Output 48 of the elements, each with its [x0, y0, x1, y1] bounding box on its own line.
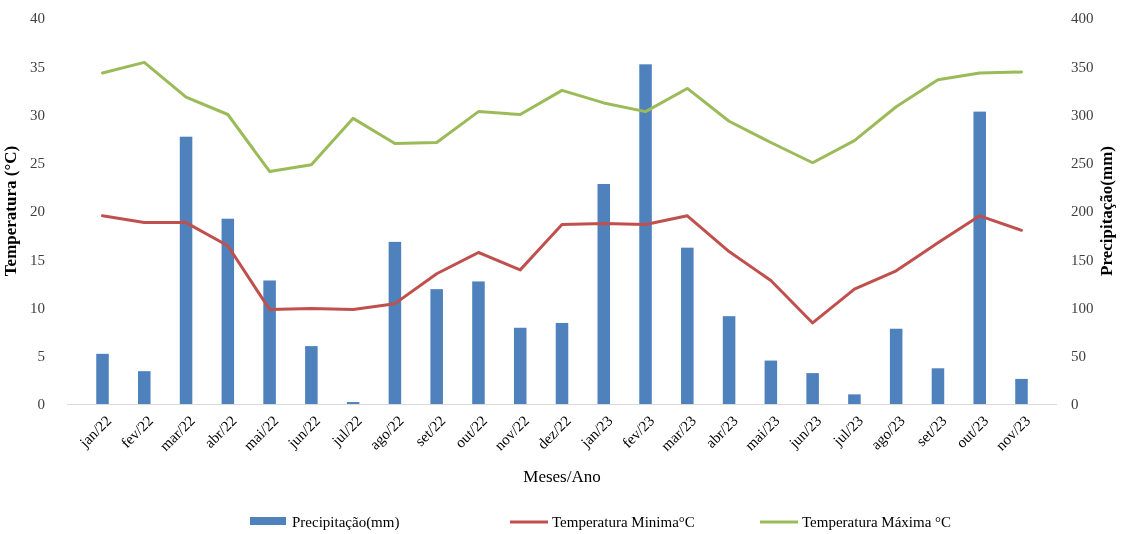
legend-label: Precipitação(mm) [292, 514, 400, 532]
y2-tick-label: 250 [1071, 155, 1094, 171]
y-tick-label: 5 [37, 348, 45, 364]
bar [973, 111, 986, 404]
line-series [101, 60, 1023, 173]
y-axis-title: Temperatura (°C) [1, 145, 20, 277]
bar [681, 247, 694, 404]
y-tick-label: 15 [30, 251, 45, 268]
y-tick-label: 20 [30, 203, 45, 220]
bar [305, 346, 318, 404]
bar [931, 368, 945, 404]
y2-axis-title: Precipitação(mm) [1097, 146, 1116, 276]
y2-tick-label: 400 [1071, 10, 1094, 27]
bar [263, 280, 276, 404]
bar [889, 328, 903, 404]
legend-label: Temperatura Minima°C [552, 514, 695, 531]
y2-tick-label: 50 [1071, 348, 1086, 364]
bar [639, 64, 652, 404]
y-tick-label: 10 [30, 299, 45, 316]
y2-tick-label: 150 [1071, 251, 1094, 268]
legend-label: Temperatura Máxima °C [802, 514, 952, 531]
y-tick-label: 0 [37, 396, 45, 413]
y2-tick-label: 300 [1071, 106, 1094, 123]
bar [388, 241, 402, 404]
bar [848, 394, 861, 404]
bar [472, 281, 485, 404]
bar [597, 183, 611, 404]
x-axis-title: Meses/Ano [523, 467, 601, 486]
y2-tick-label: 0 [1071, 396, 1079, 413]
bar [722, 316, 736, 404]
line-series [101, 214, 1023, 325]
y-tick-label: 25 [30, 155, 45, 171]
y-tick-label: 30 [30, 106, 45, 123]
bar [1015, 378, 1028, 404]
bar [138, 371, 151, 404]
y-tick-label: 35 [30, 58, 45, 75]
bar [179, 136, 193, 404]
bar [96, 353, 109, 404]
bar [555, 322, 569, 404]
y2-tick-label: 350 [1071, 58, 1094, 75]
bar [806, 373, 819, 404]
bar [764, 360, 778, 404]
bar [513, 327, 527, 404]
bar [221, 218, 235, 404]
y2-tick-label: 100 [1071, 299, 1094, 316]
y2-tick-label: 200 [1071, 203, 1094, 220]
y-tick-label: 40 [30, 10, 45, 27]
bar [430, 289, 443, 404]
